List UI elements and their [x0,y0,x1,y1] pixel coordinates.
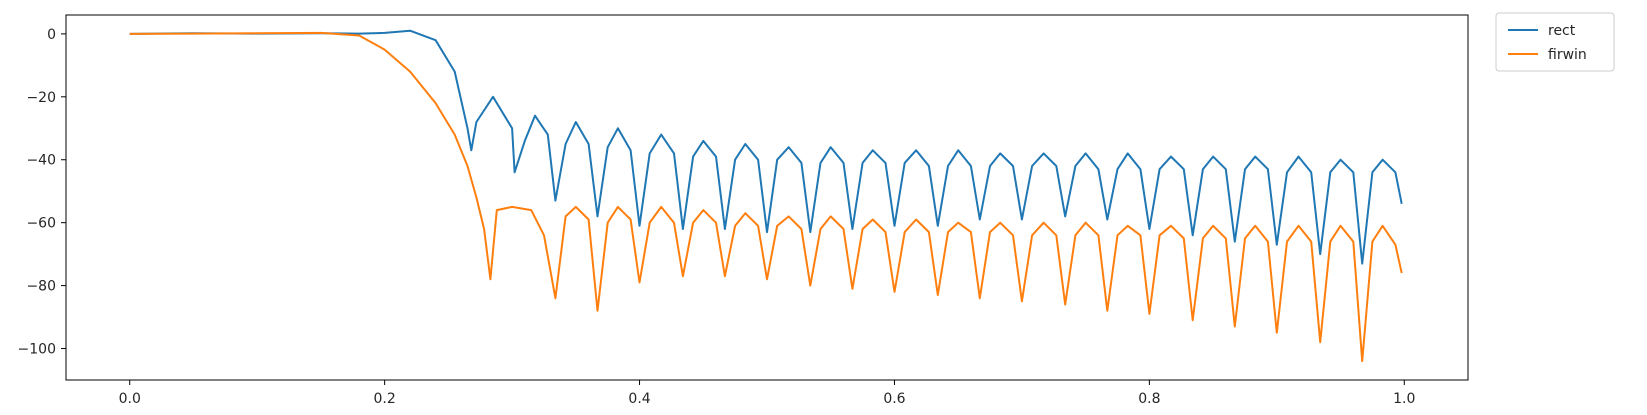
y-tick-label: −20 [26,90,56,106]
legend-box [1495,12,1615,72]
series-line-rect [129,29,1403,265]
plot-area [65,14,1469,381]
series-line-firwin [129,31,1403,363]
y-tick-label: −80 [26,279,56,295]
x-tick-label: 0.8 [1138,391,1160,407]
legend-label-firwin: firwin [1548,47,1587,63]
axes-frame [65,14,1469,381]
x-tick-label: 0.4 [628,391,650,407]
legend-label-rect: rect [1548,23,1576,39]
y-tick-label: −60 [26,216,56,232]
x-axis: 0.0 0.2 0.4 0.6 0.8 1.0 [119,380,1415,407]
x-tick-label: 0.0 [119,391,141,407]
y-tick-label: −40 [26,153,56,169]
x-tick-label: 1.0 [1393,391,1415,407]
y-tick-label: 0 [47,27,56,43]
x-tick-label: 0.6 [883,391,905,407]
y-axis: 0 −20 −40 −60 −80 −100 [18,27,66,358]
x-tick-label: 0.2 [374,391,396,407]
legend: rect firwin [1495,12,1615,72]
y-tick-label: −100 [18,342,56,358]
